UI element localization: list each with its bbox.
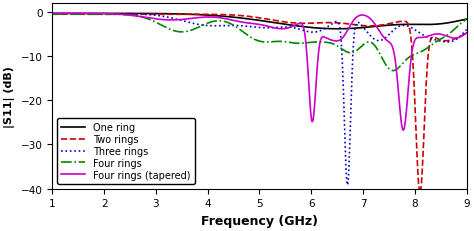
Three rings bbox=[364, 31, 370, 34]
Four rings bbox=[364, 42, 369, 45]
Line: Four rings (tapered): Four rings (tapered) bbox=[52, 14, 466, 131]
Three rings bbox=[464, 29, 469, 32]
One ring bbox=[290, 25, 296, 27]
Two rings bbox=[290, 22, 296, 25]
Three rings bbox=[290, 27, 296, 30]
Two rings bbox=[364, 25, 369, 28]
One ring bbox=[301, 26, 307, 29]
Line: Two rings: Two rings bbox=[52, 15, 466, 189]
Four rings (tapered) bbox=[290, 26, 296, 28]
Three rings bbox=[313, 31, 319, 34]
One ring bbox=[364, 27, 370, 30]
Four rings bbox=[75, 14, 81, 17]
Four rings (tapered) bbox=[313, 81, 319, 84]
Y-axis label: |S11| (dB): |S11| (dB) bbox=[4, 66, 15, 127]
Four rings (tapered) bbox=[364, 15, 369, 18]
Line: One ring: One ring bbox=[52, 14, 466, 30]
One ring bbox=[313, 27, 319, 30]
Four rings bbox=[290, 42, 296, 45]
Two rings bbox=[313, 22, 319, 25]
Four rings bbox=[390, 70, 396, 73]
Four rings (tapered) bbox=[49, 13, 55, 16]
Three rings bbox=[75, 13, 81, 16]
Two rings bbox=[464, 32, 469, 35]
Three rings bbox=[301, 30, 307, 33]
Four rings bbox=[407, 56, 412, 59]
Four rings (tapered) bbox=[301, 28, 307, 30]
Two rings bbox=[75, 14, 81, 17]
Legend: One ring, Two rings, Three rings, Four rings, Four rings (tapered): One ring, Two rings, Three rings, Four r… bbox=[57, 119, 194, 184]
Four rings bbox=[464, 19, 469, 21]
One ring bbox=[49, 13, 55, 16]
One ring bbox=[407, 24, 412, 27]
Three rings bbox=[407, 26, 412, 29]
Three rings bbox=[345, 184, 350, 187]
Two rings bbox=[406, 26, 412, 29]
Two rings bbox=[417, 187, 422, 190]
One ring bbox=[334, 28, 340, 31]
Line: Four rings: Four rings bbox=[52, 15, 466, 71]
Two rings bbox=[301, 23, 307, 26]
Four rings bbox=[49, 14, 55, 17]
One ring bbox=[75, 13, 81, 16]
Four rings (tapered) bbox=[75, 13, 81, 16]
Four rings (tapered) bbox=[464, 32, 469, 35]
Four rings bbox=[313, 41, 319, 44]
Four rings (tapered) bbox=[401, 129, 406, 132]
One ring bbox=[464, 19, 469, 21]
Four rings bbox=[301, 43, 307, 45]
Two rings bbox=[49, 14, 55, 17]
X-axis label: Frequency (GHz): Frequency (GHz) bbox=[201, 214, 318, 227]
Four rings (tapered) bbox=[407, 73, 412, 76]
Three rings bbox=[49, 13, 55, 16]
Line: Three rings: Three rings bbox=[52, 15, 466, 185]
